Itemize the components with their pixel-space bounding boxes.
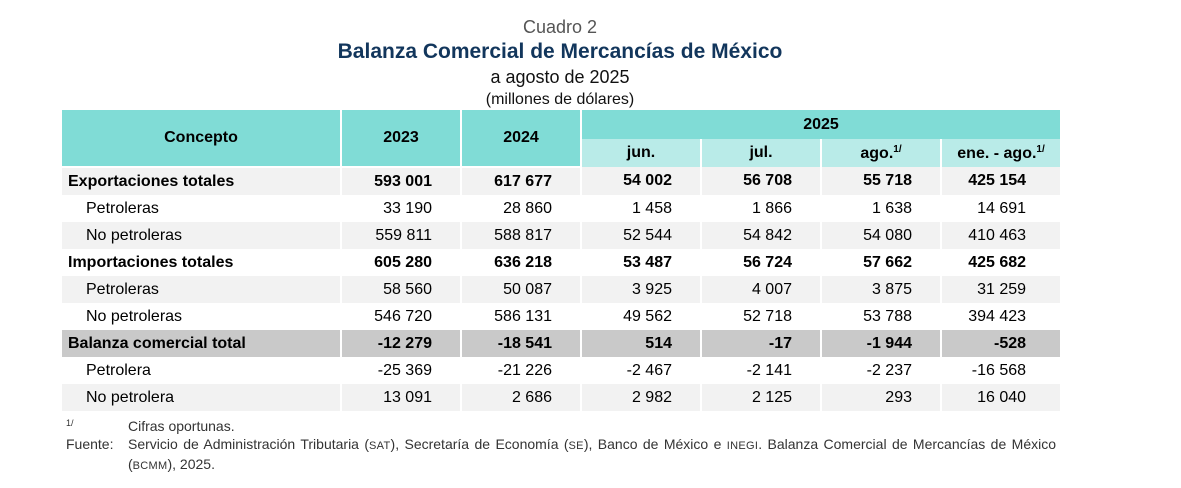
cell-ene-ago: -528 — [939, 330, 1063, 357]
table-subtitle: a agosto de 2025 — [490, 67, 630, 87]
cell-2023: -25 369 — [340, 357, 462, 384]
footnote-marker: 1/ — [893, 143, 902, 155]
cell-jul: -2 141 — [700, 357, 822, 384]
footnote-key: 1/ — [66, 418, 74, 428]
cell-ago: -1 944 — [820, 330, 942, 357]
cell-ene-ago: 425 154 — [939, 167, 1063, 195]
cell-2023: -12 279 — [340, 330, 462, 357]
cell-ene-ago: -16 568 — [939, 357, 1063, 384]
cell-2023: 13 091 — [340, 384, 462, 411]
source-key: Fuente: — [66, 436, 114, 452]
cell-2024: 636 218 — [460, 249, 582, 276]
header-month-ago: ago.1/ — [820, 139, 942, 167]
cell-jun: 53 487 — [580, 249, 702, 276]
row-label: No petrolera — [60, 384, 342, 411]
cell-2024: 50 087 — [460, 276, 582, 303]
header-month-jul: jul. — [700, 139, 822, 167]
cell-jun: 1 458 — [580, 195, 702, 222]
footnote-text: Cifras oportunas. — [128, 418, 235, 434]
row-label: No petroleras — [60, 222, 342, 249]
source-text: Servicio de Administración Tributaria (S… — [128, 436, 1057, 472]
table-row: No petrolera 13 091 2 686 2 982 2 125 293 16 0… — [60, 384, 1063, 411]
cell-jul: 1 866 — [700, 195, 822, 222]
cell-2024: -18 541 — [460, 330, 582, 357]
footnote: 1/ Cifras oportunas. — [66, 417, 1056, 435]
cell-2023: 546 720 — [340, 303, 462, 330]
header-year-2024: 2024 — [460, 110, 582, 168]
cell-2023: 559 811 — [340, 222, 462, 249]
cell-jun: 49 562 — [580, 303, 702, 330]
cell-2023: 58 560 — [340, 276, 462, 303]
cell-2023: 593 001 — [340, 167, 462, 195]
cell-jul: 4 007 — [700, 276, 822, 303]
cell-2024: 28 860 — [460, 195, 582, 222]
table-title: Balanza Comercial de Mercancías de Méxic… — [337, 40, 783, 63]
table-row: Petrolera -25 369 -21 226 -2 467 -2 141 -2 23… — [60, 357, 1063, 384]
cell-jul: 54 842 — [700, 222, 822, 249]
cell-2024: 586 131 — [460, 303, 582, 330]
cell-jun: -2 467 — [580, 357, 702, 384]
cell-jun: 54 002 — [580, 167, 702, 195]
header-year-2023: 2023 — [340, 110, 462, 168]
cell-ene-ago: 14 691 — [939, 195, 1063, 222]
row-label: Importaciones totales — [60, 249, 342, 276]
cell-jun: 52 544 — [580, 222, 702, 249]
cell-jun: 3 925 — [580, 276, 702, 303]
header-period-ene-ago: ene. - ago.1/ — [939, 139, 1063, 167]
source-note: Fuente: Servicio de Administración Tribu… — [66, 435, 1056, 475]
table-row: No petroleras 559 811 588 817 52 544 54 842 5… — [60, 222, 1063, 249]
table-number: Cuadro 2 — [522, 17, 598, 37]
cell-ene-ago: 410 463 — [939, 222, 1063, 249]
cell-jul: 56 708 — [700, 167, 822, 195]
header-year-2025: 2025 — [579, 110, 1063, 139]
cell-2024: -21 226 — [460, 357, 582, 384]
cell-2024: 2 686 — [460, 384, 582, 411]
cell-ago: 53 788 — [820, 303, 942, 330]
table-units: (millones de dólares) — [485, 91, 635, 108]
table-row: Exportaciones totales 593 001 617 677 54 00… — [60, 167, 1063, 195]
cell-ago: 57 662 — [820, 249, 942, 276]
cell-jul: 2 125 — [700, 384, 822, 411]
cell-ene-ago: 31 259 — [939, 276, 1063, 303]
table-row: Petroleras 58 560 50 087 3 925 4 007 3 875 31 … — [60, 276, 1063, 303]
cell-ago: 54 080 — [820, 222, 942, 249]
row-label: Petroleras — [60, 195, 342, 222]
cell-ago: -2 237 — [820, 357, 942, 384]
cell-ene-ago: 425 682 — [939, 249, 1063, 276]
cell-2024: 588 817 — [460, 222, 582, 249]
header-concept: Concepto — [60, 110, 342, 168]
row-label: Petrolera — [60, 357, 342, 384]
cell-jun: 2 982 — [580, 384, 702, 411]
cell-2024: 617 677 — [460, 167, 582, 195]
cell-ago: 293 — [820, 384, 942, 411]
footnote-marker: 1/ — [1036, 143, 1045, 155]
row-label: Balanza comercial total — [60, 330, 342, 357]
row-label: Exportaciones totales — [60, 167, 342, 195]
trade-balance-table: Concepto 2023 2024 2025 jun. jul. ago.1/… — [60, 110, 1063, 411]
cell-ago: 55 718 — [820, 167, 942, 195]
cell-2023: 605 280 — [340, 249, 462, 276]
cell-2023: 33 190 — [340, 195, 462, 222]
table-row: Petroleras 33 190 28 860 1 458 1 866 1 638 14 … — [60, 195, 1063, 222]
cell-jul: 52 718 — [700, 303, 822, 330]
table-row: Importaciones totales 605 280 636 218 53 48… — [60, 249, 1063, 276]
cell-jul: 56 724 — [700, 249, 822, 276]
row-label: Petroleras — [60, 276, 342, 303]
table-row: No petroleras 546 720 586 131 49 562 52 718 5… — [60, 303, 1063, 330]
cell-jun: 514 — [580, 330, 702, 357]
cell-ene-ago: 16 040 — [939, 384, 1063, 411]
table-row: Balanza comercial total -12 279 -18 541 514… — [60, 330, 1063, 357]
cell-ago: 1 638 — [820, 195, 942, 222]
cell-ago: 3 875 — [820, 276, 942, 303]
table-notes: 1/ Cifras oportunas. Fuente: Servicio de… — [66, 417, 1056, 475]
cell-jul: -17 — [700, 330, 822, 357]
row-label: No petroleras — [60, 303, 342, 330]
cell-ene-ago: 394 423 — [939, 303, 1063, 330]
header-month-jun: jun. — [580, 139, 702, 167]
